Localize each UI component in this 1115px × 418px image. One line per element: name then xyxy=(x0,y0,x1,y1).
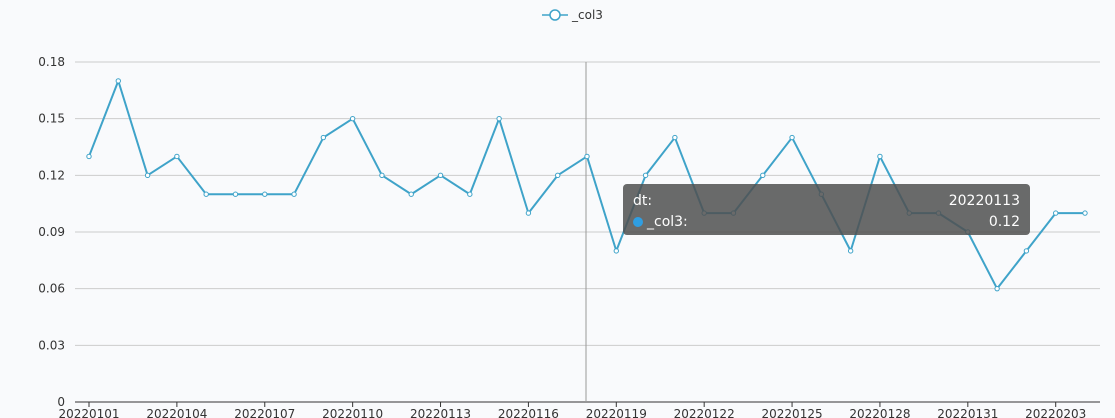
x-tick-label: 20220125 xyxy=(762,407,823,418)
x-tick-label: 20220131 xyxy=(937,407,998,418)
y-tick-label: 0.06 xyxy=(38,282,65,296)
x-tick-label: 20220113 xyxy=(410,407,471,418)
data-point[interactable] xyxy=(203,191,209,197)
data-point[interactable] xyxy=(379,172,385,179)
data-point[interactable] xyxy=(994,285,1000,292)
data-point[interactable] xyxy=(144,172,151,179)
y-axis-labels: 0 0.03 0.06 0.09 0.12 0.15 0.18 xyxy=(38,55,65,409)
data-point[interactable] xyxy=(174,153,180,160)
data-point[interactable] xyxy=(232,191,239,197)
data-point[interactable] xyxy=(760,172,766,179)
tooltip-axis-value: 20220113 xyxy=(948,192,1020,209)
data-point[interactable] xyxy=(291,191,297,197)
data-point[interactable] xyxy=(86,153,92,160)
x-tick-label: 20220101 xyxy=(58,407,119,418)
data-point[interactable] xyxy=(642,172,649,179)
tooltip-series-marker-icon xyxy=(633,216,643,227)
x-tick-label: 20220107 xyxy=(234,407,295,418)
y-tick-label: 0.12 xyxy=(38,168,65,182)
legend[interactable]: _col3 xyxy=(542,8,603,22)
grid-lines xyxy=(75,61,1100,346)
tooltip-series-label: _col3: xyxy=(647,213,688,230)
data-point[interactable] xyxy=(555,172,561,179)
data-point[interactable] xyxy=(877,153,883,160)
x-tick-label: 20220128 xyxy=(849,407,910,418)
data-point[interactable] xyxy=(584,153,590,160)
data-point[interactable] xyxy=(525,210,532,216)
y-tick-label: 0 xyxy=(57,395,65,409)
data-point[interactable] xyxy=(613,248,619,254)
x-tick-label: 20220122 xyxy=(674,407,735,418)
legend-circle-icon xyxy=(549,9,561,21)
x-axis-labels: 20220101 20220104 20220107 20220110 20220113… xyxy=(58,402,1086,418)
x-tick-label: 20220104 xyxy=(146,407,207,418)
y-tick-label: 0.18 xyxy=(38,55,65,69)
data-point[interactable] xyxy=(320,134,327,141)
y-tick-label: 0.03 xyxy=(38,338,65,352)
tooltip-axis-label: dt: xyxy=(633,192,653,209)
data-point[interactable] xyxy=(467,191,473,197)
legend-label: _col3 xyxy=(571,8,603,22)
data-point[interactable] xyxy=(1082,210,1088,216)
tooltip: dt: 20220113 _col3: 0.12 xyxy=(623,184,1030,235)
x-tick-label: 20220110 xyxy=(322,407,383,418)
x-tick-label: 20220119 xyxy=(586,407,647,418)
y-tick-label: 0.15 xyxy=(38,112,65,126)
x-tick-label: 20220203 xyxy=(1025,407,1086,418)
y-tick-label: 0.09 xyxy=(38,225,65,239)
data-point[interactable] xyxy=(115,78,121,84)
data-point[interactable] xyxy=(1053,210,1059,216)
tooltip-series-value: 0.12 xyxy=(988,213,1020,230)
data-point[interactable] xyxy=(789,134,795,141)
data-point[interactable] xyxy=(847,248,854,254)
data-point[interactable] xyxy=(437,172,444,179)
data-point[interactable] xyxy=(1023,248,1030,254)
x-tick-label: 20220116 xyxy=(498,407,559,418)
data-point[interactable] xyxy=(349,115,356,122)
data-point[interactable] xyxy=(496,115,502,122)
data-point[interactable] xyxy=(672,134,678,141)
data-point[interactable] xyxy=(262,191,268,197)
data-point[interactable] xyxy=(408,191,414,197)
